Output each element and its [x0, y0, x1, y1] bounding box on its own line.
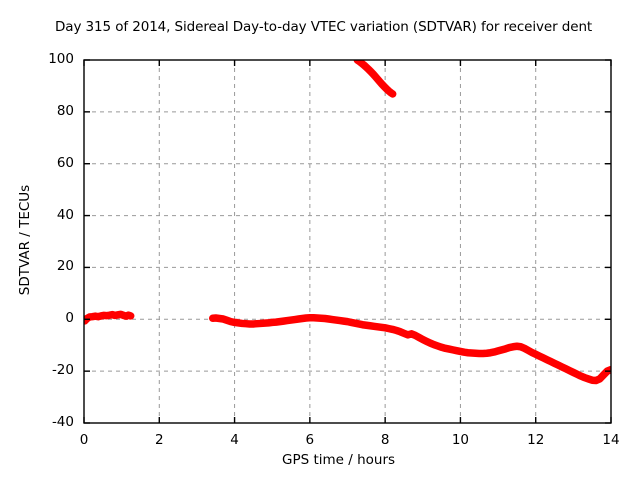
- y-tick-label: -20: [51, 362, 74, 379]
- y-tick-label: 40: [56, 206, 74, 223]
- x-tick-label: 12: [527, 432, 545, 448]
- x-tick-label: 4: [230, 432, 239, 448]
- x-tick-label: 6: [305, 432, 315, 448]
- x-tick-label: 0: [79, 432, 89, 448]
- x-tick-label: 14: [602, 432, 620, 448]
- y-axis-label: SDTVAR / TECUs: [17, 184, 33, 296]
- x-tick-label: 10: [451, 432, 470, 448]
- page-title: Day 315 of 2014, Sidereal Day-to-day VTE…: [55, 19, 593, 35]
- y-tick-label: 20: [56, 258, 74, 275]
- y-tick-label: 80: [56, 102, 74, 119]
- y-tick-label: -40: [51, 414, 74, 430]
- y-tick-label: 0: [65, 310, 74, 327]
- data-trace: [208, 313, 611, 385]
- x-tick-label: 2: [154, 432, 164, 448]
- y-tick-label: 100: [48, 51, 74, 67]
- plot-frame: [83, 59, 612, 424]
- x-axis-label: GPS time / hours: [282, 452, 396, 468]
- grid-lines: [84, 60, 611, 423]
- data-trace: [353, 60, 397, 98]
- data-trace: [84, 310, 135, 325]
- x-tick-label: 8: [380, 432, 390, 448]
- y-tick-label: 60: [56, 154, 74, 171]
- data-series-group: [84, 60, 611, 385]
- tick-marks: [83, 59, 612, 424]
